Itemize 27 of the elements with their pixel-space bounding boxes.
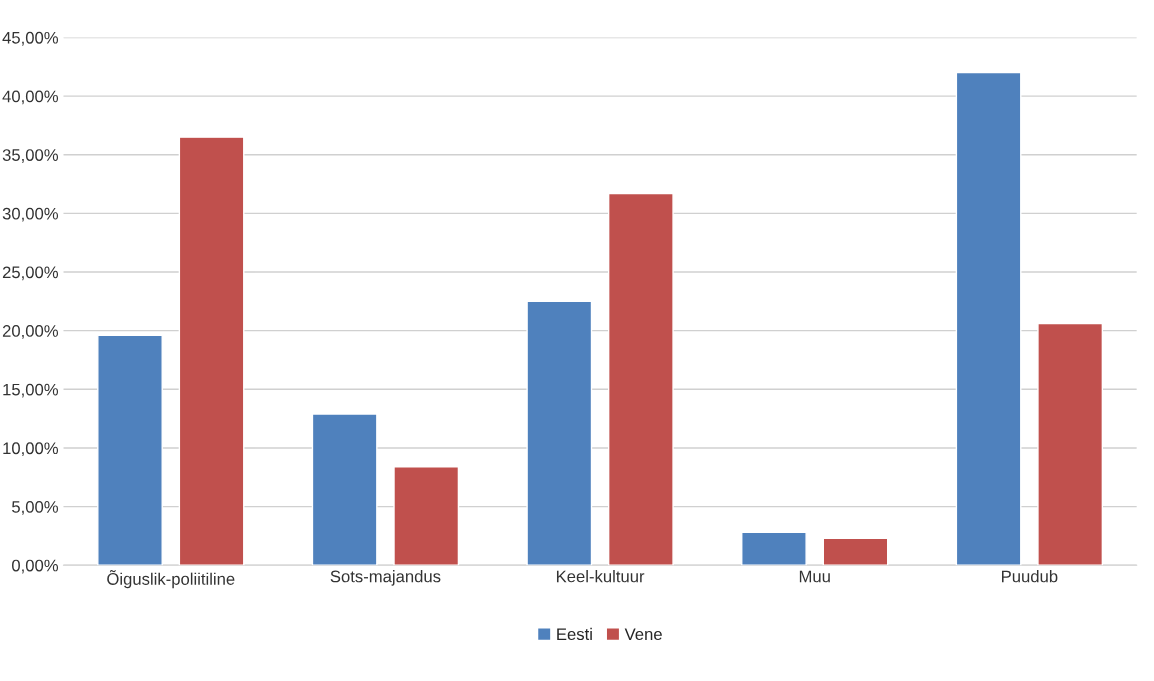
x-tick-label: Õiguslik-poliitiline <box>107 570 235 589</box>
legend-label: Vene <box>624 628 662 641</box>
y-tick-label: 30,00% <box>2 207 59 222</box>
bar <box>393 466 460 566</box>
bar <box>1037 322 1104 566</box>
y-tick-label: 10,00% <box>3 442 59 457</box>
bar <box>822 537 889 566</box>
bar <box>97 334 163 566</box>
x-tick-label: Muu <box>799 570 830 583</box>
y-tick-label: 25,00% <box>2 266 59 281</box>
y-tick-label: 40,00% <box>2 90 59 105</box>
x-tick-label: Sots-majandus <box>330 570 441 586</box>
x-tick-label: Keel-kultuur <box>556 570 645 583</box>
y-tick-label: 45,00% <box>2 31 59 46</box>
y-tick-label: 0,00% <box>12 559 59 574</box>
bar <box>178 136 245 566</box>
y-tick-label: 20,00% <box>2 325 59 339</box>
bar <box>311 413 378 566</box>
y-tick-label: 15,00% <box>3 383 59 398</box>
bar <box>526 300 593 566</box>
y-tick-label: 5,00% <box>12 500 59 515</box>
bar <box>741 531 807 566</box>
bar <box>955 71 1022 566</box>
x-tick-label: Puudub <box>1002 570 1058 583</box>
y-tick-label: 35,00% <box>2 149 59 163</box>
bar <box>607 192 674 566</box>
legend-label: Eesti <box>557 627 592 641</box>
